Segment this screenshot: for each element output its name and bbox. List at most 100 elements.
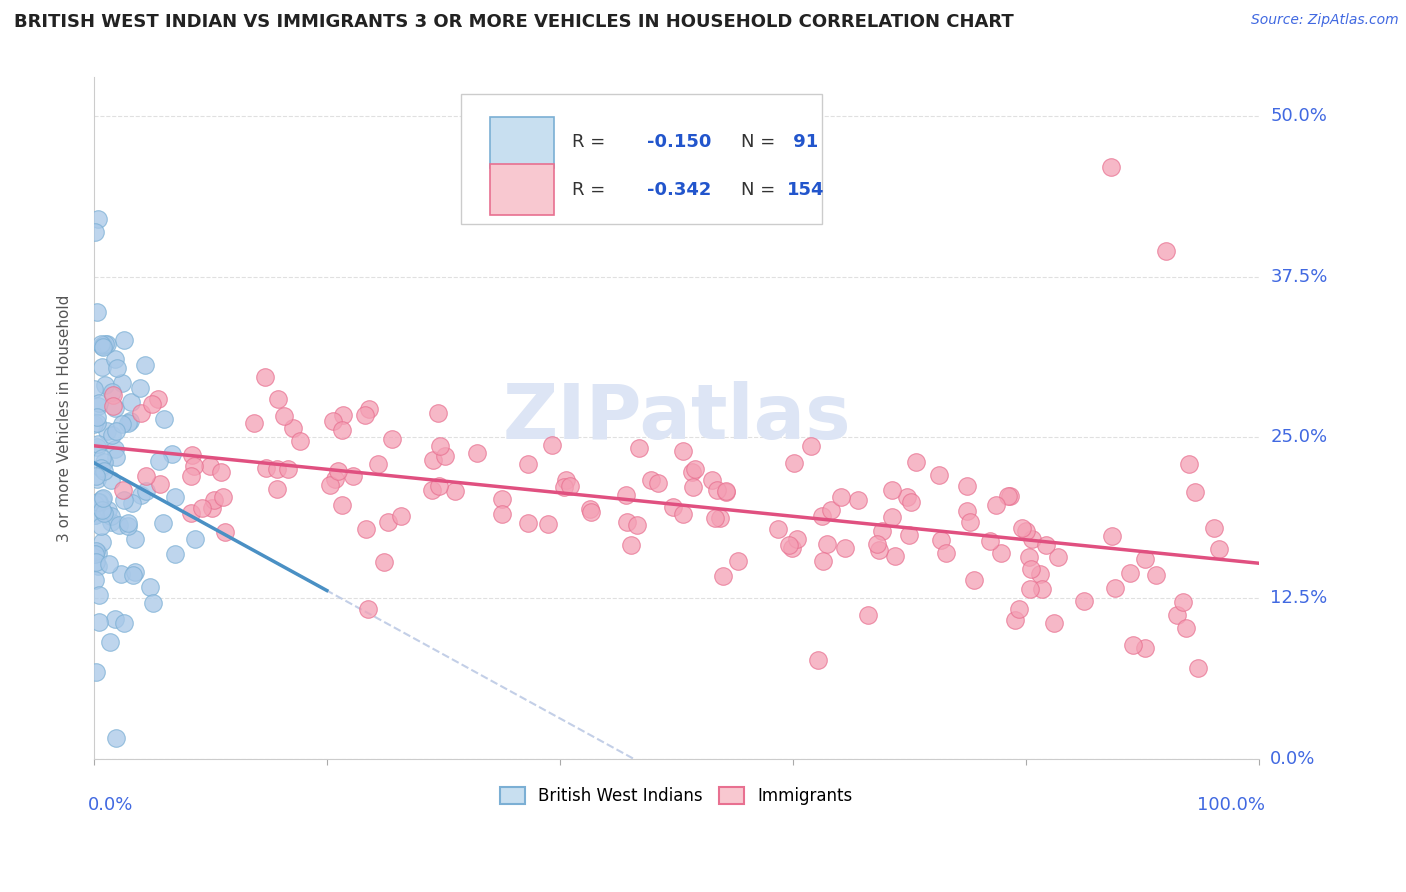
Point (90, 336, 112, 351)
Point (465, 446, 488, 460)
Point (491, 491, 513, 506)
Point (266, 462, 288, 476)
Point (672, 443, 695, 458)
Point (1104, 581, 1126, 595)
Point (815, 537, 838, 551)
Point (353, 408, 375, 422)
Point (256, 461, 278, 475)
Point (319, 477, 342, 491)
Point (330, 498, 353, 512)
Point (866, 537, 889, 551)
Point (683, 462, 706, 476)
Point (782, 456, 804, 470)
Point (108, 517, 131, 532)
Point (254, 370, 277, 384)
Point (94, 336, 117, 351)
Point (117, 516, 139, 530)
Point (105, 425, 128, 439)
Point (900, 495, 922, 509)
Point (898, 527, 921, 541)
Point (91, 450, 114, 465)
Text: -0.342: -0.342 (647, 181, 711, 199)
Point (135, 469, 157, 483)
Point (180, 468, 202, 483)
Point (883, 549, 905, 564)
Point (541, 437, 564, 451)
Point (117, 416, 139, 430)
Point (243, 416, 266, 430)
Point (91, 502, 114, 516)
Point (96, 337, 118, 351)
Point (165, 547, 187, 561)
Point (672, 507, 695, 521)
Point (553, 480, 575, 494)
Point (555, 473, 578, 487)
Point (209, 465, 232, 479)
Point (1173, 595, 1195, 609)
Point (96, 424, 118, 438)
Point (153, 411, 176, 425)
Point (868, 542, 890, 557)
Text: ZIPatlas: ZIPatlas (502, 381, 851, 455)
Point (84, 468, 107, 483)
Text: 50.0%: 50.0% (1271, 107, 1327, 125)
Text: 37.5%: 37.5% (1271, 268, 1327, 285)
Point (90, 359, 112, 374)
Point (389, 509, 412, 524)
Point (83, 382, 105, 396)
Text: Source: ZipAtlas.com: Source: ZipAtlas.com (1251, 13, 1399, 28)
Point (427, 479, 450, 493)
Point (129, 488, 152, 502)
Point (813, 554, 835, 568)
Point (134, 358, 156, 372)
Point (93, 378, 115, 392)
Point (326, 464, 349, 478)
Point (928, 467, 950, 482)
Point (1133, 552, 1156, 566)
Text: N =: N = (741, 133, 780, 151)
Point (427, 406, 450, 420)
Point (1144, 567, 1167, 582)
Point (1028, 566, 1050, 581)
Point (180, 506, 202, 520)
Point (1035, 538, 1057, 552)
Point (381, 432, 404, 446)
Point (84, 555, 107, 569)
Point (201, 500, 224, 515)
Point (111, 483, 134, 498)
Point (322, 413, 344, 427)
Point (429, 439, 451, 453)
Point (990, 545, 1012, 559)
Point (165, 490, 187, 504)
Point (281, 421, 304, 435)
Point (332, 423, 354, 437)
Point (149, 477, 172, 491)
Point (661, 500, 683, 514)
Text: BRITISH WEST INDIAN VS IMMIGRANTS 3 OR MORE VEHICLES IN HOUSEHOLD CORRELATION CH: BRITISH WEST INDIAN VS IMMIGRANTS 3 OR M… (14, 13, 1014, 31)
Point (979, 534, 1001, 549)
Point (956, 504, 979, 518)
Point (100, 509, 122, 524)
Point (681, 465, 703, 479)
Point (84, 508, 107, 522)
Point (846, 492, 869, 507)
Point (714, 485, 737, 500)
Point (146, 392, 169, 407)
Text: 12.5%: 12.5% (1271, 589, 1327, 607)
Point (90, 461, 112, 475)
Point (121, 395, 143, 409)
Point (377, 515, 399, 529)
Legend: British West Indians, Immigrants: British West Indians, Immigrants (494, 780, 859, 812)
Point (1122, 638, 1144, 652)
Point (90, 518, 112, 533)
Point (367, 457, 389, 471)
Point (516, 516, 538, 530)
Point (86, 472, 108, 486)
Point (84, 544, 107, 558)
Point (614, 488, 637, 502)
Point (357, 402, 380, 417)
Point (86, 305, 108, 319)
Point (491, 508, 513, 522)
Point (104, 442, 127, 457)
Point (87, 396, 110, 410)
